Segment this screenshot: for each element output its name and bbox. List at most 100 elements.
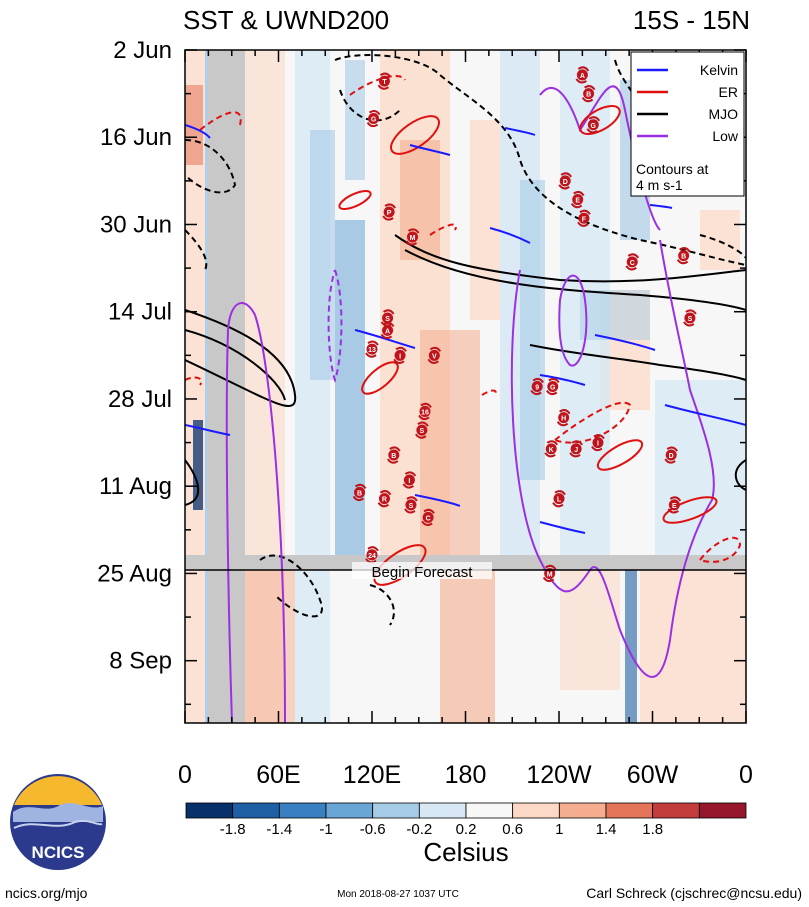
storm-label: 9 (535, 385, 539, 392)
footer-timestamp: Mon 2018-08-27 1037 UTC (337, 889, 459, 900)
y-tick-label: 11 Aug (99, 473, 172, 500)
footer-author: Carl Schreck (cjschrec@ncsu.edu) (586, 885, 802, 901)
storm-label: S (420, 428, 425, 435)
storm-marker: D (664, 446, 679, 464)
storm-label: B (681, 254, 686, 261)
footer-site: ncics.org/mjo (5, 885, 88, 901)
storm-marker: 13 (365, 340, 379, 358)
storm-label: D (669, 453, 674, 460)
x-axis: 0 60E 120E 180 120W 60W 0 (178, 50, 753, 789)
storm-label: B (586, 92, 591, 99)
storm-marker: C (421, 508, 435, 526)
storm-marker: G (366, 109, 381, 128)
storm-label: G (550, 385, 556, 392)
chart-subtitle: 15S - 15N (633, 5, 750, 35)
colorbar-label: 0.6 (502, 821, 523, 838)
colorbar-swatch (185, 802, 234, 819)
storm-label: T (382, 79, 387, 86)
colorbar-swatch (512, 802, 560, 819)
legend-label: Kelvin (700, 62, 738, 78)
storm-marker: 16 (418, 402, 432, 421)
x-tick-label: 0 (739, 761, 753, 789)
colorbar: -1.8 -1.4 -1 -0.6 -0.2 0.2 0.6 1 1.4 1.8 (185, 802, 747, 838)
storm-label: M (547, 571, 553, 578)
ncics-logo: NCICS (10, 774, 106, 870)
storm-label: M (410, 235, 416, 242)
storm-marker: V (427, 346, 442, 364)
storm-marker: G (545, 377, 560, 396)
storm-label: I (408, 478, 410, 485)
colorbar-label: 1.8 (642, 821, 663, 838)
y-tick-label: 16 Jun (100, 124, 172, 151)
storm-label: E (575, 198, 580, 205)
legend-label: MJO (708, 106, 738, 122)
x-tick-label: 60E (256, 761, 300, 789)
storm-marker: S (415, 421, 429, 439)
legend-note-line1: Contours at (636, 161, 708, 177)
storm-marker: K (544, 440, 559, 458)
y-tick-label: 2 Jun (113, 37, 172, 64)
colorbar-swatch (325, 802, 374, 819)
storm-marker: B (581, 85, 596, 103)
storm-marker: L (552, 490, 566, 508)
storm-marker: B (676, 247, 691, 265)
storm-marker: P (382, 203, 396, 221)
forecast-label-bg (352, 562, 492, 579)
storm-marker: J (569, 440, 583, 458)
storm-marker: A (575, 66, 590, 84)
storm-marker: R (377, 490, 392, 508)
colorbar-label: 0.2 (456, 821, 477, 838)
land-mask-africa-forecast (208, 570, 245, 723)
colorbar-label: -1 (319, 821, 332, 838)
colorbar-swatch (465, 802, 514, 819)
storm-label: F (582, 216, 587, 223)
storm-marker: F (577, 209, 591, 227)
storm-label: H (561, 416, 566, 423)
storm-marker: H (556, 409, 571, 427)
y-tick-label: 30 Jun (100, 211, 172, 238)
storm-label: P (387, 210, 392, 217)
er-contours (185, 75, 742, 586)
colorbar-swatch (278, 802, 327, 819)
storm-label: R (382, 497, 387, 504)
logo-mountains (13, 802, 103, 822)
storm-marker: I (393, 346, 407, 364)
storm-marker: 9 (530, 377, 545, 396)
storm-label: B (391, 453, 396, 460)
colorbar-swatch (418, 802, 467, 819)
storm-label: S (385, 316, 390, 323)
chart-title: SST & UWND200 (183, 5, 389, 35)
storm-label: D (563, 179, 568, 186)
colorbar-label: -0.6 (360, 821, 386, 838)
storm-label: B (357, 490, 362, 497)
legend-box (630, 51, 745, 197)
storm-label: 24 (368, 553, 376, 560)
legend: Kelvin ER MJO Low Contours at 4 m s-1 (630, 51, 745, 197)
x-tick-label: 60W (627, 761, 679, 789)
storm-label: C (630, 260, 635, 267)
legend-label: Low (712, 128, 739, 144)
storm-label: E (672, 503, 677, 510)
colorbar-swatch (232, 802, 280, 819)
colorbar-label: -1.8 (220, 821, 246, 838)
logo-sun (14, 776, 102, 805)
storm-marker: I (591, 433, 605, 452)
x-tick-label: 180 (445, 761, 487, 789)
colorbar-swatch (605, 802, 654, 819)
logo-text: NCICS (32, 843, 85, 862)
storm-label: C (426, 515, 431, 522)
storm-marker: S (404, 496, 418, 514)
storm-marker: M (405, 228, 420, 246)
mjo-contours (185, 54, 746, 626)
colorbar-label: 1 (555, 821, 563, 838)
storm-marker: E (667, 496, 682, 514)
storm-label: I (597, 441, 599, 448)
logo-wave (13, 819, 103, 829)
storm-label: G (371, 117, 377, 124)
storm-label: L (557, 497, 562, 504)
colorbar-label: -1.4 (266, 821, 292, 838)
storm-marker: T (377, 72, 392, 90)
storm-marker: S (683, 309, 697, 327)
